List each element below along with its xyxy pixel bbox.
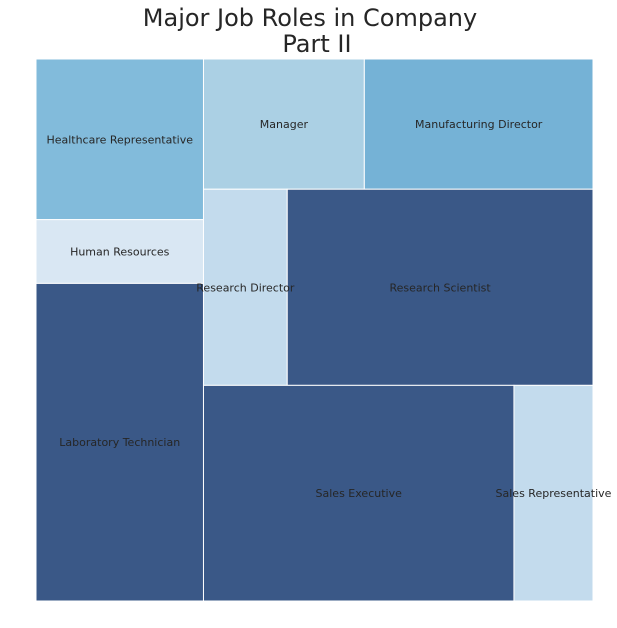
treemap-tiles — [35, 58, 594, 602]
tile-label-research-director: Research Director — [196, 281, 295, 294]
tile-label-manufacturing-director: Manufacturing Director — [415, 118, 543, 131]
tile-label-sales-representative: Sales Representative — [496, 487, 612, 500]
treemap-labels: Healthcare Representative Human Resources… — [46, 118, 611, 500]
tile-sales-representative — [513, 384, 594, 602]
chart-title-line-2: Part II — [282, 30, 351, 58]
tile-healthcare-representative — [35, 58, 204, 221]
tile-sales-executive — [202, 384, 515, 602]
tile-label-research-scientist: Research Scientist — [390, 281, 492, 294]
tile-laboratory-technician — [35, 282, 204, 602]
tile-label-laboratory-technician: Laboratory Technician — [59, 436, 180, 449]
chart-title-line-1: Major Job Roles in Company — [143, 4, 477, 32]
tile-research-scientist — [286, 188, 594, 386]
tile-human-resources — [35, 219, 204, 284]
tile-label-manager: Manager — [260, 118, 309, 131]
tile-label-human-resources: Human Resources — [70, 246, 170, 259]
tile-manager — [202, 58, 365, 190]
tile-label-sales-executive: Sales Executive — [316, 487, 403, 500]
tile-research-director — [202, 188, 288, 386]
tile-label-healthcare-representative: Healthcare Representative — [46, 133, 193, 146]
tile-manufacturing-director — [363, 58, 594, 190]
